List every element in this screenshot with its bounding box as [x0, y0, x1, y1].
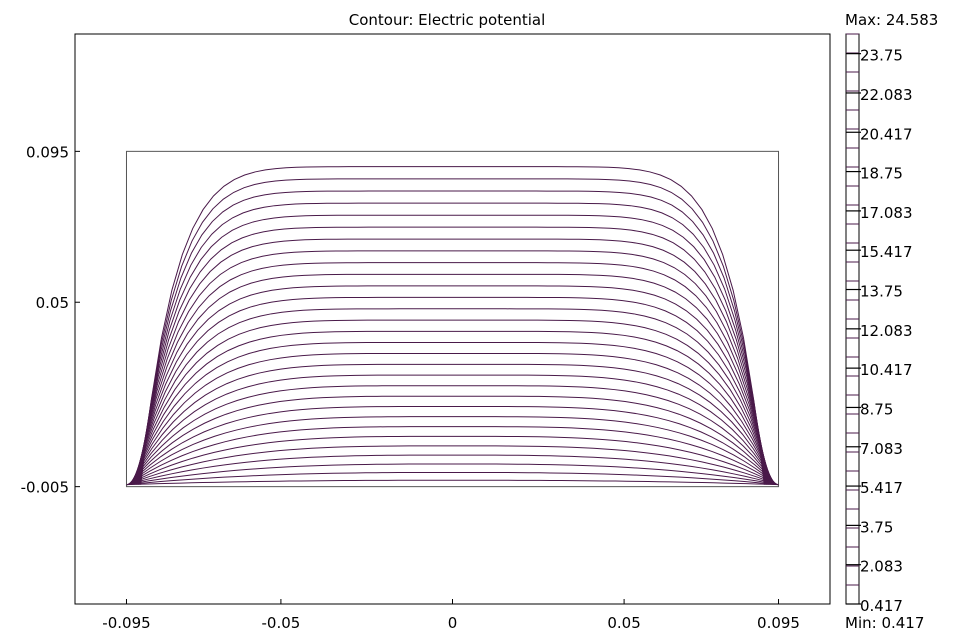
x-axis-ticks: -0.095 -0.05 0 0.05 0.095	[102, 599, 800, 632]
chart-title: Contour: Electric potential	[349, 11, 546, 29]
colorbar-tick-label: 3.75	[860, 518, 893, 536]
colorbar-tick-label: 22.083	[860, 86, 913, 104]
contour-line	[126, 463, 779, 486]
contour-line	[138, 202, 767, 485]
x-tick-label: 0	[448, 614, 458, 632]
contour-line	[127, 435, 778, 486]
colorbar-tick-label: 15.417	[860, 243, 913, 261]
colorbar-tick-label: 7.083	[860, 440, 903, 458]
y-tick-label: -0.005	[21, 479, 69, 497]
colorbar-tick-label: 18.75	[860, 165, 903, 183]
contour-line	[131, 319, 774, 485]
colorbar-tick-label: 8.75	[860, 400, 893, 418]
colorbar-tick-label: 20.417	[860, 125, 913, 143]
contour-line	[130, 352, 775, 485]
contour-line	[139, 178, 766, 485]
contour-line	[136, 226, 769, 485]
colorbar-tick-label: 5.417	[860, 479, 903, 497]
x-tick-label: -0.05	[262, 614, 301, 632]
y-axis-ticks: -0.005 0.05 0.095	[21, 143, 80, 497]
contour-line	[135, 238, 770, 485]
contour-line	[126, 479, 779, 486]
colorbar-tick-label: 0.417	[860, 597, 903, 615]
contour-line	[129, 363, 776, 485]
contour-line	[128, 395, 777, 485]
contour-line	[127, 445, 778, 486]
contour-line	[134, 262, 771, 485]
colorbar-max-label: Max: 24.583	[845, 11, 938, 29]
contour-line	[130, 341, 775, 485]
colorbar-ticks: 23.75 22.083 20.417 18.75 17.083 15.417 13.75 1…	[846, 47, 913, 615]
contour-line	[132, 296, 773, 485]
y-tick-label: 0.095	[26, 143, 69, 161]
x-tick-label: -0.095	[102, 614, 150, 632]
contour-line	[135, 250, 770, 485]
contour-lines	[126, 166, 779, 486]
contour-line	[126, 454, 779, 486]
contour-line	[131, 330, 774, 485]
colorbar-tick-label: 13.75	[860, 283, 903, 301]
contour-line	[132, 308, 773, 485]
contour-line	[127, 426, 778, 486]
contour-line	[128, 385, 777, 485]
colorbar: 23.75 22.083 20.417 18.75 17.083 15.417 13.75 1…	[845, 11, 938, 632]
plot-frame	[74, 33, 831, 605]
y-tick-label: 0.05	[36, 294, 69, 312]
colorbar-tick-label: 17.083	[860, 204, 913, 222]
contour-line	[137, 214, 768, 485]
x-tick-label: 0.05	[607, 614, 640, 632]
colorbar-tick-label: 12.083	[860, 322, 913, 340]
contour-line	[128, 406, 777, 486]
colorbar-tick-label: 10.417	[860, 361, 913, 379]
x-tick-label: 0.095	[757, 614, 800, 632]
contour-line	[127, 416, 778, 486]
colorbar-levels	[846, 33, 859, 605]
colorbar-tick-label: 2.083	[860, 558, 903, 576]
contour-line	[129, 374, 776, 485]
contour-line	[140, 166, 765, 485]
domain-boundary	[125, 150, 780, 488]
contour-line	[133, 285, 772, 485]
contour-line	[134, 273, 771, 485]
contour-line	[126, 471, 779, 486]
colorbar-min-label: Min: 0.417	[845, 614, 924, 632]
contour-line	[138, 190, 767, 485]
colorbar-tick-label: 23.75	[860, 47, 903, 65]
